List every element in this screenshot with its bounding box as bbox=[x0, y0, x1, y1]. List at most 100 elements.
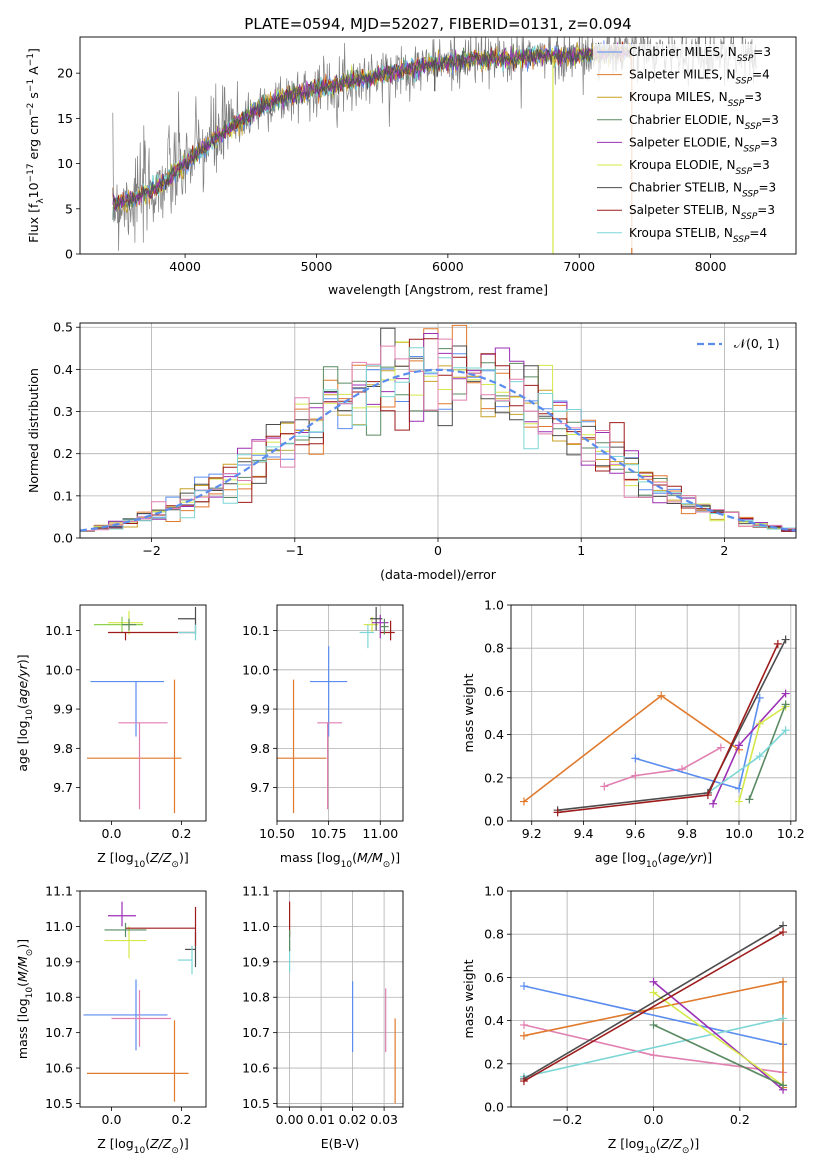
x-tick-label: 10.0 bbox=[725, 826, 753, 841]
label-part: ( bbox=[145, 1136, 150, 1151]
y-tick-label: 10.8 bbox=[45, 990, 73, 1005]
label-part: )] bbox=[179, 1136, 189, 1151]
y-tick-label: 9.8 bbox=[250, 741, 270, 756]
legend-entry: Salpeter MILES, NSSP=4 bbox=[629, 68, 770, 87]
y-tick-label: 0 bbox=[65, 247, 73, 262]
marker-plus bbox=[755, 719, 764, 728]
axes-frame bbox=[79, 890, 207, 1108]
label-part: =3 bbox=[744, 90, 762, 104]
label-part: 10 bbox=[134, 860, 146, 870]
label-part: SSP bbox=[737, 54, 754, 64]
y-tick-label: 10.5 bbox=[242, 1096, 270, 1111]
weight-line bbox=[523, 985, 784, 1046]
weight-line bbox=[652, 981, 784, 1091]
label-part: =4 bbox=[752, 68, 770, 82]
x-tick-label: 10.50 bbox=[259, 826, 295, 841]
spectrum-xlabel: wavelength [Angstrom, rest frame] bbox=[328, 282, 548, 297]
x-tick-label: 10.2 bbox=[777, 826, 805, 841]
axes-frame bbox=[79, 36, 797, 255]
axes-frame bbox=[276, 604, 404, 822]
label-part: SSP bbox=[728, 99, 745, 109]
axes-frame bbox=[79, 604, 207, 822]
spectrum-model-line bbox=[112, 42, 632, 211]
x-tick-label: 2 bbox=[720, 543, 728, 558]
label-part: 10 bbox=[644, 1146, 656, 1156]
label-part: −2 bbox=[26, 103, 36, 116]
y-tick-label: 9.7 bbox=[53, 780, 73, 795]
marker-plus bbox=[649, 1020, 658, 1029]
marker-plus bbox=[553, 808, 562, 817]
marker-plus bbox=[631, 771, 640, 780]
y-tick-label: 10.5 bbox=[45, 1096, 73, 1111]
label-part: −1 bbox=[26, 53, 36, 66]
y-tick-label: 0.0 bbox=[484, 1100, 504, 1115]
y-tick-label: 0.0 bbox=[484, 814, 504, 829]
mass-weight-vs-Z-xlabel: Z [log10(Z/Z⊙)] bbox=[608, 1136, 699, 1156]
label-part: Z [log bbox=[608, 1136, 644, 1151]
label-part: ( bbox=[15, 982, 30, 987]
x-tick-label: 9.2 bbox=[522, 826, 542, 841]
marker-plus bbox=[519, 1077, 528, 1086]
x-tick-label: 0.02 bbox=[339, 1112, 367, 1127]
y-tick-label: 9.9 bbox=[250, 702, 270, 717]
y-tick-label: 0.2 bbox=[53, 446, 73, 461]
x-tick-label: 0.0 bbox=[102, 1112, 122, 1127]
x-tick-label: 7000 bbox=[563, 259, 595, 274]
legend-entry: 𝒩(0, 1) bbox=[734, 336, 780, 351]
axes-frame bbox=[510, 890, 797, 1108]
label-part: ⊙ bbox=[383, 860, 391, 870]
x-tick-label: 0.2 bbox=[172, 1112, 192, 1127]
y-tick-label: 10.6 bbox=[242, 1061, 270, 1076]
marker-plus bbox=[781, 635, 790, 644]
y-tick-label: 9.9 bbox=[53, 702, 73, 717]
y-tick-label: 10.9 bbox=[45, 954, 73, 969]
weight-line bbox=[748, 704, 787, 800]
label-part: erg cm bbox=[26, 116, 41, 164]
label-part: =4 bbox=[749, 226, 767, 240]
label-part: ( bbox=[15, 704, 30, 709]
age-vs-Z-panel: 0.0 0.29.79.89.910.010.1Z [log10(Z/Z⊙)]ag… bbox=[15, 604, 207, 870]
label-part: 10 bbox=[134, 1146, 146, 1156]
marker-plus bbox=[745, 795, 754, 804]
y-tick-label: 0.8 bbox=[484, 927, 504, 942]
y-tick-label: 1.0 bbox=[484, 598, 504, 613]
label-part: Z/Z bbox=[149, 1136, 172, 1151]
y-tick-label: 9.7 bbox=[250, 780, 270, 795]
x-tick-label: −1 bbox=[286, 543, 304, 558]
mass-vs-Z-ylabel: mass [log10(M/M⊙)] bbox=[15, 939, 35, 1059]
label-part: 10 bbox=[646, 860, 658, 870]
marker-plus bbox=[519, 982, 528, 991]
y-tick-label: 0.4 bbox=[484, 1013, 504, 1028]
y-tick-label: 0.0 bbox=[53, 531, 73, 546]
legend-entry: Kroupa ELODIE, NSSP=3 bbox=[629, 158, 770, 177]
label-part: SSP bbox=[742, 190, 759, 200]
mass-vs-Z-panel: 0.0 0.2 10.5 10.6 10.7 10.8 10.9 11.0 11.1 Z [log… bbox=[15, 884, 207, 1156]
y-tick-label: 15 bbox=[57, 111, 73, 126]
y-tick-label: 10.6 bbox=[45, 1061, 73, 1076]
age-vs-mass-xlabel: mass [log10(M/M⊙)] bbox=[280, 850, 400, 870]
y-tick-label: 0.4 bbox=[53, 362, 73, 377]
marker-plus bbox=[657, 691, 666, 700]
x-tick-label: 9.6 bbox=[625, 826, 645, 841]
label-part: A bbox=[26, 66, 41, 79]
marker-plus bbox=[519, 1020, 528, 1029]
label-part: λ bbox=[36, 198, 46, 204]
marker-plus bbox=[735, 797, 743, 806]
marker-plus bbox=[649, 988, 658, 997]
label-part: Chabrier MILES, N bbox=[629, 45, 737, 59]
label-part: SSP bbox=[736, 77, 753, 87]
label-part: 10 bbox=[26, 182, 41, 198]
label-part: ( bbox=[656, 1136, 661, 1151]
marker-plus bbox=[519, 1031, 528, 1040]
y-tick-label: 10.9 bbox=[242, 954, 270, 969]
label-part: s bbox=[26, 92, 41, 103]
y-tick-label: 20 bbox=[57, 66, 73, 81]
weight-line bbox=[523, 1017, 784, 1078]
label-part: M/M bbox=[357, 850, 383, 865]
label-part: age/yr bbox=[662, 850, 703, 865]
x-tick-label: 11.00 bbox=[362, 826, 398, 841]
x-tick-label: 1 bbox=[577, 543, 585, 558]
x-tick-label: 9.4 bbox=[574, 826, 594, 841]
legend-entry: Kroupa MILES, NSSP=3 bbox=[629, 90, 762, 109]
